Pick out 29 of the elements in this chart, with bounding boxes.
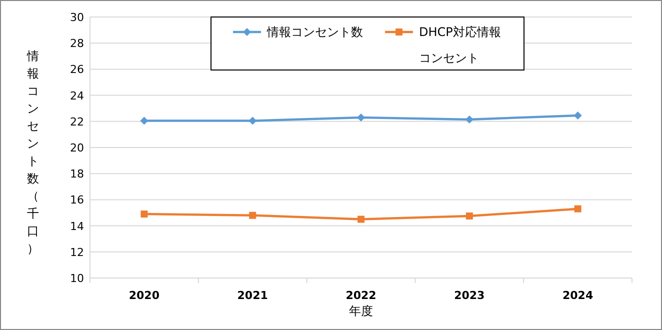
x-tick-label: 2024	[562, 289, 594, 302]
point	[574, 205, 582, 212]
y-tick-label: 22	[70, 115, 84, 128]
y-tick-label: 30	[70, 11, 84, 24]
legend-label: DHCP対応情報コンセント	[419, 25, 501, 65]
x-tick-label: 2021	[237, 289, 268, 302]
point	[249, 212, 256, 219]
point	[358, 216, 364, 223]
point	[248, 116, 257, 125]
y-tick-label: 28	[70, 37, 84, 50]
point	[574, 112, 582, 120]
point	[466, 212, 473, 220]
point	[357, 113, 365, 122]
y-tick-label: 18	[70, 168, 84, 181]
y-tick-label: 14	[70, 220, 84, 233]
x-axis-title: 年度	[349, 304, 373, 318]
text: 情報コンセント数（千口）	[27, 49, 39, 256]
y-tick-label: 12	[70, 246, 84, 259]
y-tick-label: 16	[70, 194, 84, 207]
x-tick-label: 2020	[128, 289, 160, 302]
point	[140, 210, 148, 218]
x-tick-label: 2022	[346, 289, 376, 302]
legend-label: 情報コンセント数	[266, 25, 363, 39]
x-tick-label: 2023	[454, 289, 485, 302]
point	[140, 116, 148, 125]
y-tick-label: 20	[70, 142, 84, 154]
y-tick-label: 24	[70, 89, 84, 102]
y-tick-label: 26	[70, 63, 84, 76]
y-tick-label: 10	[70, 272, 84, 285]
